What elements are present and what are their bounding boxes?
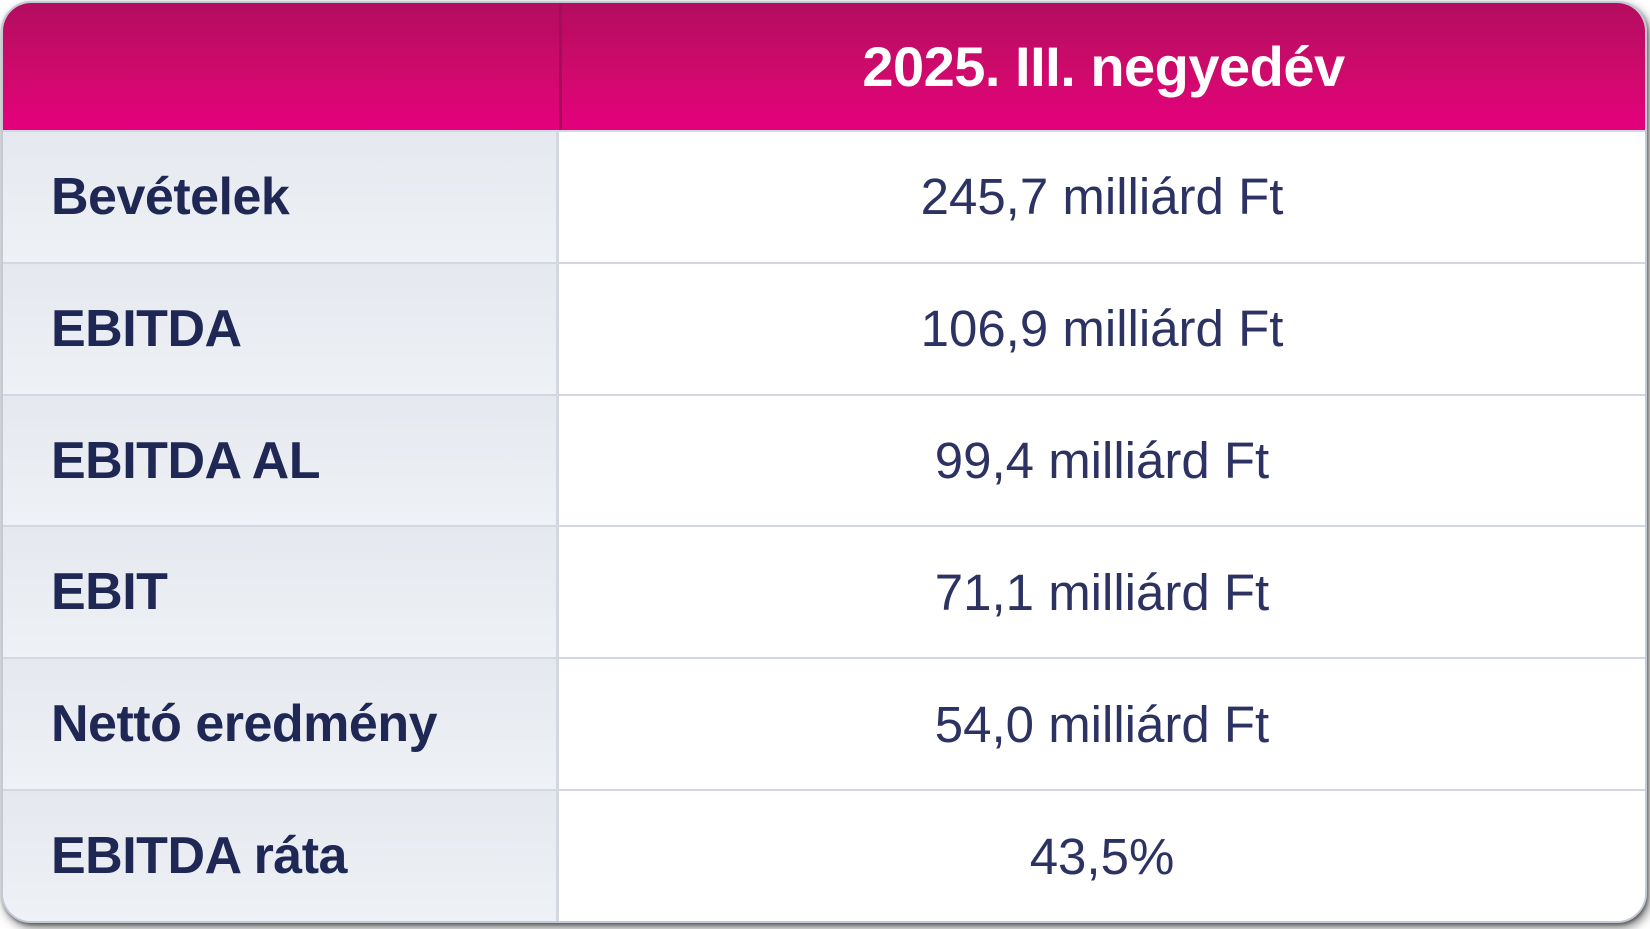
financial-summary-table: 2025. III. negyedév Bevételek 245,7 mill… [3,3,1645,921]
row-label-cell: EBIT [3,525,559,658]
row-label-cell: Nettó eredmény [3,657,559,790]
row-value: 71,1 milliárd Ft [934,563,1270,621]
row-value-cell: 99,4 milliárd Ft [559,393,1645,526]
row-value: 43,5% [1029,827,1175,885]
row-value-cell: 106,9 milliárd Ft [559,261,1645,394]
row-label-cell: Bevételek [3,130,559,262]
row-value: 54,0 milliárd Ft [934,695,1270,753]
row-label-cell: EBITDA AL [3,393,559,526]
row-value: 245,7 milliárd Ft [920,168,1284,226]
row-label-cell: EBITDA [3,261,559,394]
row-value-cell: 71,1 milliárd Ft [559,525,1645,658]
row-label: EBITDA AL [51,431,320,490]
table-header-empty-cell [3,3,559,130]
row-label: Bevételek [51,167,290,226]
row-value: 106,9 milliárd Ft [920,300,1284,358]
row-label-cell: EBITDA ráta [3,789,559,921]
row-value-cell: 43,5% [559,789,1645,921]
period-title: 2025. III. negyedév [862,35,1345,98]
row-label: EBITDA [51,299,242,358]
row-value-cell: 54,0 milliárd Ft [559,657,1645,790]
row-label: Nettó eredmény [51,695,438,754]
row-value: 99,4 milliárd Ft [934,432,1270,490]
row-label: EBIT [51,563,168,622]
row-label: EBITDA ráta [51,827,347,886]
table-header-period-cell: 2025. III. negyedév [559,3,1645,130]
row-value-cell: 245,7 milliárd Ft [559,130,1645,262]
